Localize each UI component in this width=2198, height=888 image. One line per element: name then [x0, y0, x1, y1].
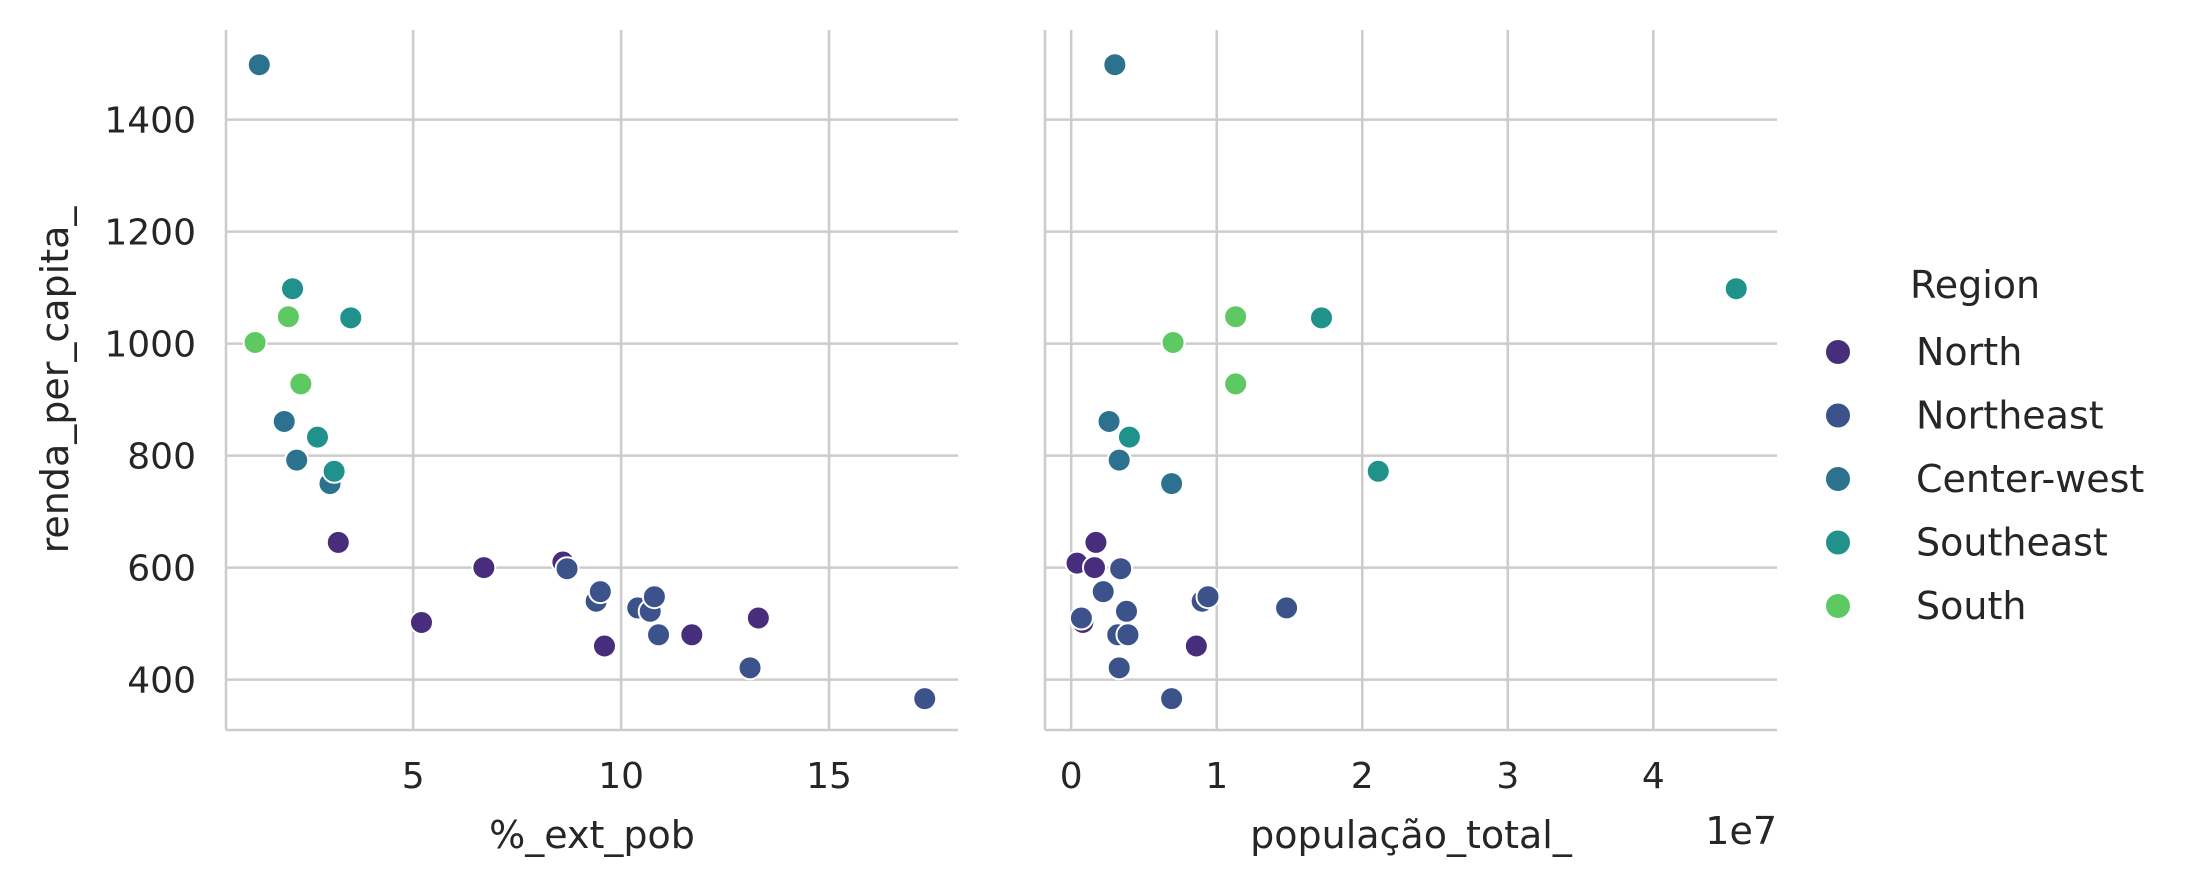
data-point [280, 276, 306, 302]
series-southeast [1116, 276, 1749, 484]
series-northeast [1068, 556, 1300, 712]
data-point [1723, 276, 1749, 302]
legend-label: Northeast [1916, 394, 2104, 438]
y-tick-label: 1200 [104, 213, 196, 254]
data-point [587, 579, 613, 605]
y-tick-label: 1400 [104, 101, 196, 142]
x-axis-label: %_ext_pob [489, 813, 695, 857]
data-point [321, 458, 347, 484]
data-point [1116, 424, 1142, 450]
data-point [1081, 555, 1107, 581]
data-point [1159, 471, 1185, 497]
x-axis-offset-label: 1e7 [1705, 809, 1777, 853]
data-point [1102, 52, 1128, 78]
x-tick-label: 2 [1351, 756, 1374, 797]
data-point [1106, 655, 1132, 681]
x-tick-label: 3 [1496, 756, 1519, 797]
legend-item: North [1824, 330, 2022, 374]
data-point [1274, 595, 1300, 621]
series-south [1160, 304, 1249, 397]
y-tick-label: 400 [127, 661, 196, 702]
data-point [1223, 371, 1249, 397]
data-point [338, 305, 364, 331]
legend-marker [1824, 528, 1852, 557]
data-point [275, 304, 301, 330]
series-south [242, 304, 314, 397]
data-point [1090, 579, 1116, 605]
data-point [1160, 329, 1186, 355]
legend: Region North Northeast Center-west Southeast… [1824, 263, 2144, 628]
x-tick-label: 0 [1060, 756, 1083, 797]
data-point [1106, 447, 1132, 473]
data-point [1159, 686, 1185, 712]
x-axis-label: população_total_ [1250, 813, 1573, 857]
data-point [912, 686, 938, 712]
data-point [305, 424, 330, 450]
data-point [1083, 529, 1109, 555]
data-point [242, 329, 268, 355]
data-point [679, 622, 705, 648]
series-center-west [1096, 52, 1185, 497]
legend-label: Center-west [1916, 457, 2144, 501]
data-point [288, 371, 314, 397]
legend-item: Center-west [1824, 457, 2144, 501]
y-tick-label: 1000 [104, 325, 196, 366]
series-southeast [280, 276, 364, 484]
panel-2: 0 1 2 3 4 população_total_ 1e7 [1043, 30, 1777, 857]
data-point [408, 609, 434, 635]
legend-item: Northeast [1824, 394, 2104, 438]
x-tick-label: 4 [1642, 756, 1665, 797]
y-axis-label: renda_per_capita_ [33, 206, 77, 554]
data-point [1195, 584, 1221, 610]
data-point [1223, 304, 1249, 330]
legend-label: South [1916, 584, 2026, 628]
data-point [641, 584, 667, 610]
data-point [1108, 556, 1134, 582]
data-point [1309, 305, 1335, 331]
data-point [1115, 622, 1141, 648]
data-point [554, 556, 580, 582]
y-tick-label: 600 [127, 549, 196, 590]
x-tick-label: 1 [1205, 756, 1228, 797]
data-point [646, 622, 672, 648]
y-tick-label: 800 [127, 437, 196, 478]
data-point [591, 633, 617, 659]
x-tick-label: 15 [806, 756, 852, 797]
data-point [1365, 458, 1391, 484]
data-point [1183, 633, 1209, 659]
data-point [325, 529, 351, 555]
data-point [1096, 408, 1122, 434]
data-point [271, 408, 297, 434]
data-point [246, 52, 272, 78]
x-tick-label: 10 [598, 756, 644, 797]
x-tick-label: 5 [402, 756, 425, 797]
legend-marker [1824, 401, 1852, 430]
series-north [325, 529, 771, 659]
data-point [284, 447, 310, 473]
data-point [745, 605, 771, 631]
series-northeast [554, 556, 938, 712]
data-point [737, 655, 763, 681]
data-point [1113, 598, 1139, 624]
legend-item: Southeast [1824, 521, 2108, 565]
legend-label: North [1916, 330, 2022, 374]
legend-marker [1824, 338, 1852, 366]
legend-marker [1824, 465, 1852, 493]
legend-label: Southeast [1916, 521, 2108, 565]
data-point [1068, 605, 1094, 631]
legend-item: South [1824, 584, 2026, 628]
data-point [471, 555, 497, 581]
legend-marker [1824, 592, 1852, 620]
panel-1: 5 10 15 400 600 800 1000 1200 1400 %_ext_pob renda… [33, 30, 958, 857]
legend-title: Region [1910, 263, 2040, 307]
